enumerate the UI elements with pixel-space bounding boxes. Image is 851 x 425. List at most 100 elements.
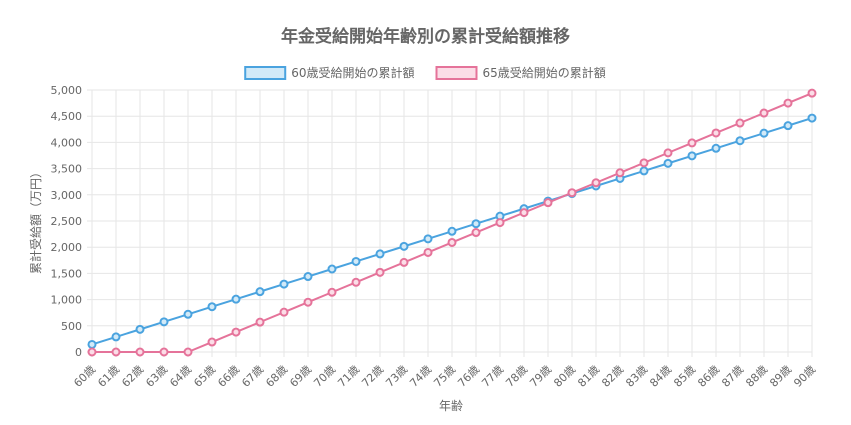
- data-point[interactable]: [735, 118, 745, 128]
- x-tick-label: 87歳: [719, 363, 746, 390]
- data-point[interactable]: [807, 88, 817, 98]
- data-point[interactable]: [615, 168, 625, 178]
- data-point[interactable]: [711, 128, 721, 138]
- data-point[interactable]: [519, 208, 529, 218]
- x-tick-label: 82歳: [599, 363, 626, 390]
- data-point[interactable]: [495, 218, 505, 228]
- x-tick-label: 66歳: [215, 363, 242, 390]
- data-point[interactable]: [759, 108, 769, 118]
- y-axis-title: 累計受給額（万円）: [28, 166, 43, 274]
- data-point[interactable]: [759, 128, 769, 138]
- data-point[interactable]: [87, 347, 97, 357]
- data-point[interactable]: [279, 279, 289, 289]
- x-tick-label: 85歳: [671, 363, 698, 390]
- data-point[interactable]: [687, 138, 697, 148]
- x-tick-label: 72歳: [359, 363, 386, 390]
- x-tick-label: 63歳: [143, 363, 170, 390]
- data-point[interactable]: [399, 241, 409, 251]
- data-point[interactable]: [135, 324, 145, 334]
- x-tick-label: 88歳: [743, 363, 770, 390]
- chart-title: 年金受給開始年齢別の累計受給額推移: [281, 26, 570, 47]
- y-axis-ticks: 0 500 1,000 1,500 2,000 2,500 3,000 3,500 4,000 4…: [51, 84, 83, 359]
- x-tick-label: 78歳: [503, 363, 530, 390]
- x-tick-label: 89歳: [767, 363, 794, 390]
- data-point[interactable]: [687, 151, 697, 161]
- data-point[interactable]: [231, 294, 241, 304]
- x-tick-label: 76歳: [455, 363, 482, 390]
- grid: [87, 89, 813, 357]
- x-tick-label: 69歳: [287, 363, 314, 390]
- data-point[interactable]: [735, 136, 745, 146]
- data-point[interactable]: [711, 143, 721, 153]
- legend-swatch: [244, 66, 287, 80]
- x-tick-label: 81歳: [575, 363, 602, 390]
- legend-label: 65歳受給開始の累計額: [483, 65, 606, 80]
- data-point[interactable]: [303, 297, 313, 307]
- legend-item-1[interactable]: 60歳受給開始の累計額: [244, 65, 415, 80]
- y-tick-label: 0: [75, 346, 82, 359]
- x-tick-label: 77歳: [479, 363, 506, 390]
- data-point[interactable]: [207, 337, 217, 347]
- y-tick-label: 1,500: [51, 267, 83, 280]
- data-point[interactable]: [159, 347, 169, 357]
- x-tick-label: 68歳: [263, 363, 290, 390]
- legend-swatch: [435, 66, 478, 80]
- data-point[interactable]: [543, 198, 553, 208]
- data-point[interactable]: [663, 148, 673, 158]
- data-point[interactable]: [111, 332, 121, 342]
- data-point[interactable]: [327, 287, 337, 297]
- data-point[interactable]: [423, 247, 433, 257]
- legend-label: 60歳受給開始の累計額: [291, 65, 414, 80]
- data-point[interactable]: [351, 277, 361, 287]
- data-point[interactable]: [351, 256, 361, 266]
- y-tick-label: 4,000: [51, 136, 83, 149]
- data-point[interactable]: [447, 226, 457, 236]
- data-point[interactable]: [183, 347, 193, 357]
- data-point[interactable]: [231, 327, 241, 337]
- series-2: [87, 88, 817, 357]
- x-axis-title: 年齢: [439, 398, 463, 413]
- x-tick-label: 84歳: [647, 363, 674, 390]
- data-point[interactable]: [255, 287, 265, 297]
- data-point[interactable]: [327, 264, 337, 274]
- data-point[interactable]: [303, 272, 313, 282]
- data-point[interactable]: [471, 219, 481, 229]
- data-point[interactable]: [279, 307, 289, 317]
- y-tick-label: 3,500: [51, 163, 83, 176]
- data-point[interactable]: [111, 347, 121, 357]
- series-layer: [87, 88, 817, 357]
- data-point[interactable]: [183, 309, 193, 319]
- data-point[interactable]: [255, 317, 265, 327]
- data-point[interactable]: [87, 339, 97, 349]
- data-point[interactable]: [783, 98, 793, 108]
- data-point[interactable]: [591, 178, 601, 188]
- y-tick-label: 2,500: [51, 215, 83, 228]
- data-point[interactable]: [639, 158, 649, 168]
- x-axis-ticks: 60歳61歳62歳63歳64歳65歳66歳67歳68歳69歳70歳71歳72歳7…: [71, 363, 818, 390]
- data-point[interactable]: [663, 158, 673, 168]
- x-tick-label: 75歳: [431, 363, 458, 390]
- data-point[interactable]: [447, 237, 457, 247]
- data-point[interactable]: [399, 257, 409, 267]
- x-tick-label: 74歳: [407, 363, 434, 390]
- data-point[interactable]: [135, 347, 145, 357]
- data-point[interactable]: [471, 228, 481, 238]
- data-point[interactable]: [375, 267, 385, 277]
- data-point[interactable]: [159, 317, 169, 327]
- data-point[interactable]: [783, 121, 793, 131]
- data-point[interactable]: [567, 188, 577, 198]
- legend[interactable]: 60歳受給開始の累計額 65歳受給開始の累計額: [244, 65, 606, 80]
- data-point[interactable]: [207, 302, 217, 312]
- x-tick-label: 62歳: [119, 363, 146, 390]
- x-tick-label: 65歳: [191, 363, 218, 390]
- data-point[interactable]: [375, 249, 385, 259]
- data-point[interactable]: [423, 234, 433, 244]
- x-tick-label: 71歳: [335, 363, 362, 390]
- legend-item-2[interactable]: 65歳受給開始の累計額: [435, 65, 606, 80]
- data-point[interactable]: [807, 113, 817, 123]
- x-tick-label: 79歳: [527, 363, 554, 390]
- y-tick-label: 500: [61, 320, 82, 333]
- data-point[interactable]: [639, 166, 649, 176]
- x-tick-label: 70歳: [311, 363, 338, 390]
